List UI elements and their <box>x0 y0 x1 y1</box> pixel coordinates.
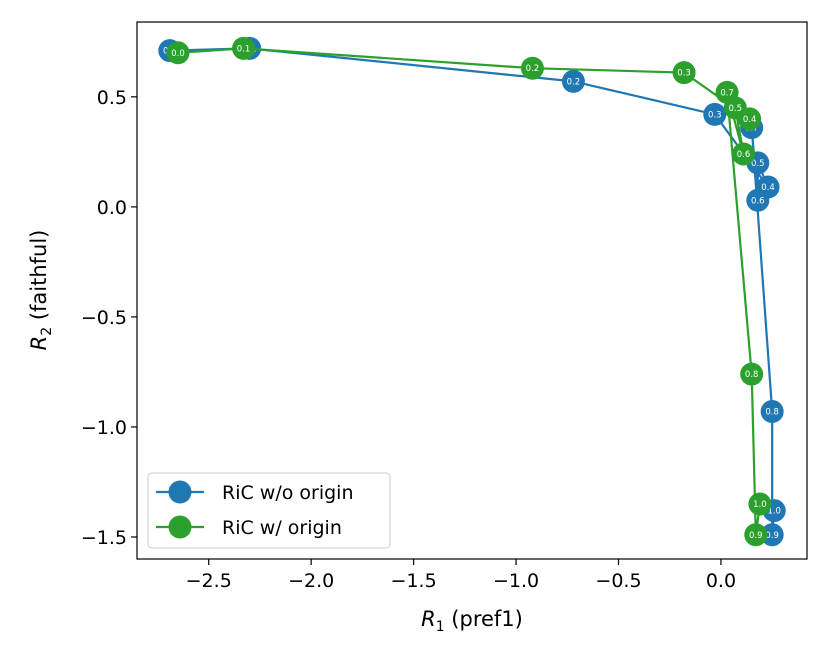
x-axis-label: R1 (pref1) <box>421 607 523 635</box>
legend: RiC w/o origin RiC w/ origin <box>147 472 391 549</box>
data-point-label: 0.8 <box>765 408 779 418</box>
data-point-label: 0.2 <box>567 77 581 87</box>
y-axis-label: R2 (faithful) <box>27 230 55 351</box>
x-tick-label: −2.0 <box>288 570 334 592</box>
data-point-label: 0.7 <box>720 88 734 98</box>
x-tick-label: −1.5 <box>391 570 437 592</box>
data-point-label: 0.5 <box>729 104 743 114</box>
data-point-label: 0.5 <box>751 159 765 169</box>
legend-box <box>147 472 391 549</box>
x-tick-label: 0.0 <box>706 570 736 592</box>
data-point-label: 0.1 <box>237 44 251 54</box>
data-point-ric-w-origin <box>672 61 696 85</box>
data-point-ric-w-origin <box>520 56 544 80</box>
y-tick-label: 0.5 <box>97 87 127 109</box>
x-tick-label: −1.0 <box>493 570 539 592</box>
data-point-label: 1.0 <box>767 507 781 517</box>
data-point-ric-w-origin <box>715 80 739 104</box>
legend-label-ric-w-origin: RiC w/ origin <box>222 517 342 539</box>
y-axis: 0.5 0.0 −0.5 −1.0 −1.5 <box>81 87 137 549</box>
data-point-ric-w-origin <box>748 492 772 516</box>
data-point-label: 0.6 <box>737 150 751 160</box>
legend-marker-ric-w-origin <box>168 515 192 539</box>
data-point-ric-w-origin <box>731 142 755 166</box>
data-point-label: 0.9 <box>765 531 779 541</box>
data-point-ric-w-origin <box>744 523 768 547</box>
data-point-label: 0.4 <box>761 183 775 193</box>
plot-area <box>137 22 807 559</box>
data-point-label: 0.6 <box>751 196 765 206</box>
data-point-label: 0.4 <box>743 115 757 125</box>
data-point-ric-w-origin <box>740 362 764 386</box>
y-tick-label: −0.5 <box>81 307 127 329</box>
data-point-label: 1.0 <box>753 500 767 510</box>
data-point-ric-wo-origin <box>760 400 784 424</box>
y-tick-label: −1.0 <box>81 417 127 439</box>
data-point-ric-wo-origin <box>703 102 727 126</box>
legend-label-ric-wo-origin: RiC w/o origin <box>222 482 354 504</box>
data-point-ric-wo-origin <box>760 523 784 547</box>
plot-frame <box>136 21 808 560</box>
x-tick-label: −2.5 <box>186 570 232 592</box>
data-point-ric-w-origin <box>166 41 190 65</box>
data-point-label: 0.9 <box>749 531 763 541</box>
data-point-ric-w-origin <box>232 36 256 60</box>
legend-marker-ric-wo-origin <box>168 480 192 504</box>
y-tick-label: −1.5 <box>81 527 127 549</box>
data-point-label: 0.2 <box>526 64 540 74</box>
data-point-label: 0.3 <box>708 110 722 120</box>
data-point-ric-wo-origin <box>746 188 770 212</box>
y-tick-label: 0.0 <box>97 197 127 219</box>
data-point-label: 0.0 <box>171 49 185 59</box>
series-ric-w-origin: 0.0 0.10.2 0.30.40.50.60.70.80.91.0 <box>166 36 772 547</box>
data-point-label: 0.3 <box>677 69 691 79</box>
x-tick-label: −0.5 <box>595 570 641 592</box>
x-axis: −2.5 −2.0 −1.5 −1.0 −0.5 0.0 <box>186 559 736 592</box>
data-point-ric-wo-origin <box>561 69 585 93</box>
data-point-label: 0.8 <box>745 370 759 380</box>
series-layer: 0.00.10.20.30.40.50.60.70.80.91.00.00.10… <box>158 36 786 547</box>
